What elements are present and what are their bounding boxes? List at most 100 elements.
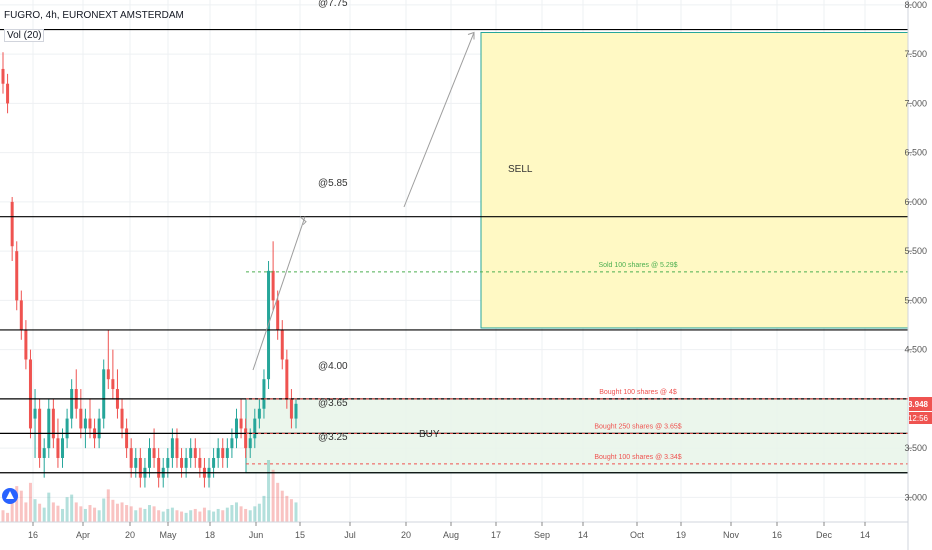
level-labels: Sold 100 shares @ 5.29$ Bought 100 shares… bbox=[318, 0, 682, 461]
candle-body bbox=[257, 408, 261, 419]
volume-bar bbox=[19, 490, 23, 522]
volume-bar bbox=[225, 507, 229, 522]
volume-bar bbox=[138, 507, 142, 522]
volume-bar bbox=[33, 499, 37, 522]
buy-zone bbox=[245, 398, 909, 474]
price-axis-label: 6.000 bbox=[904, 197, 927, 207]
volume-bar bbox=[262, 495, 266, 522]
volume-indicator-label[interactable]: Vol (20) bbox=[4, 29, 45, 42]
volume-bar bbox=[28, 482, 32, 522]
candle-body bbox=[262, 379, 266, 409]
current-price-value: 3.948 bbox=[908, 400, 929, 409]
candle-body bbox=[170, 438, 174, 458]
candle-body bbox=[65, 418, 69, 439]
candle-body bbox=[138, 457, 142, 478]
candle-body bbox=[10, 201, 14, 247]
volume-bar bbox=[134, 510, 138, 522]
volume-bar bbox=[280, 490, 284, 522]
candle-body bbox=[56, 438, 60, 458]
candle-body bbox=[212, 457, 216, 468]
time-axis-label: Oct bbox=[630, 530, 645, 540]
projection-arrow-2 bbox=[403, 32, 475, 208]
price-axis-label: 5.000 bbox=[904, 295, 927, 305]
candle-body bbox=[111, 379, 115, 390]
level-lines[interactable] bbox=[0, 28, 908, 474]
candle-body bbox=[1, 68, 5, 84]
trade-label: Sold 100 shares @ 5.29$ bbox=[598, 262, 677, 269]
candle-body bbox=[280, 329, 284, 360]
chart-title: FUGRO, 4h, EURONEXT AMSTERDAM bbox=[4, 10, 184, 21]
time-axis-label: Apr bbox=[76, 530, 90, 540]
candle-body bbox=[193, 448, 197, 458]
candle-body bbox=[129, 448, 133, 468]
time-axis-label: Jul bbox=[344, 530, 356, 540]
time-axis-label: Nov bbox=[723, 530, 740, 540]
volume-bar bbox=[106, 489, 110, 522]
candle-body bbox=[248, 438, 252, 449]
candle-body bbox=[198, 457, 202, 468]
buy-zone-label: BUY bbox=[419, 429, 440, 440]
volume-bar bbox=[230, 505, 234, 522]
candle-body bbox=[285, 359, 289, 399]
countdown-value: 12:56 bbox=[908, 414, 929, 423]
candle-body bbox=[244, 428, 248, 449]
candle-body bbox=[175, 438, 179, 458]
candle-body bbox=[253, 418, 257, 439]
candle-body bbox=[134, 457, 138, 468]
candle-body bbox=[97, 418, 101, 439]
volume-bar bbox=[143, 508, 147, 522]
candle-body bbox=[28, 359, 32, 429]
volume-bar bbox=[276, 482, 280, 522]
volume-bar bbox=[115, 503, 119, 522]
time-axis-label: 19 bbox=[676, 530, 686, 540]
candle-body bbox=[276, 300, 280, 330]
volume-bar bbox=[207, 510, 211, 522]
volume-bar bbox=[42, 507, 46, 522]
candle-body bbox=[230, 438, 234, 449]
price-axis-label: 7.500 bbox=[904, 49, 927, 59]
volume-bar bbox=[239, 506, 243, 522]
volume-bar bbox=[212, 511, 216, 522]
volume-bar bbox=[180, 511, 184, 522]
level-price-label: @3.65 bbox=[318, 398, 348, 409]
volume-bar bbox=[157, 510, 161, 522]
level-price-label: @5.85 bbox=[318, 178, 348, 189]
volume-bar bbox=[120, 502, 124, 522]
candle-body bbox=[102, 369, 106, 419]
candle-body bbox=[216, 448, 220, 458]
candle-body bbox=[289, 398, 293, 419]
time-axis-label: Jun bbox=[249, 530, 264, 540]
volume-bar bbox=[166, 508, 170, 522]
candle-body bbox=[271, 270, 275, 301]
candle-body bbox=[125, 428, 129, 449]
volume-bar bbox=[294, 502, 298, 522]
candle-body bbox=[184, 457, 188, 468]
volume-bar bbox=[51, 502, 55, 522]
price-axis-label: 3.000 bbox=[904, 492, 927, 502]
time-axis-label: May bbox=[159, 530, 177, 540]
volume-bar bbox=[244, 508, 248, 522]
candle-body bbox=[24, 329, 28, 360]
candle-body bbox=[157, 457, 161, 478]
time-axis-label: Aug bbox=[443, 530, 459, 540]
projection-arrowhead-1 bbox=[299, 216, 307, 226]
volume-bar bbox=[47, 492, 51, 522]
price-axis-label: 4.500 bbox=[904, 345, 927, 355]
volume-bar bbox=[285, 495, 289, 522]
candle-body bbox=[166, 457, 170, 468]
candle-body bbox=[294, 403, 298, 419]
candle-body bbox=[79, 408, 83, 429]
volume-bar bbox=[257, 503, 261, 522]
candle-body bbox=[152, 448, 156, 458]
candle-body bbox=[47, 408, 51, 449]
volume-bar bbox=[83, 508, 87, 522]
candle-body bbox=[106, 369, 110, 380]
time-axis-label: 16 bbox=[28, 530, 38, 540]
current-price-tag bbox=[909, 397, 932, 412]
volume-bar bbox=[125, 505, 129, 522]
price-axis-label: 5.500 bbox=[904, 246, 927, 256]
time-axis-label: 20 bbox=[125, 530, 135, 540]
time-axis-label: Dec bbox=[816, 530, 833, 540]
